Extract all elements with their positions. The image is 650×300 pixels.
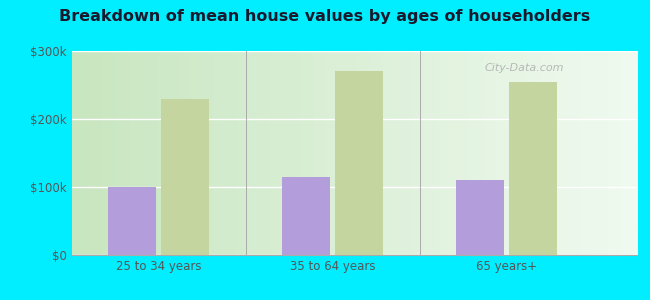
Bar xyxy=(282,177,330,255)
Bar xyxy=(335,71,383,255)
Bar xyxy=(456,180,504,255)
Bar xyxy=(509,82,557,255)
Text: City-Data.com: City-Data.com xyxy=(484,63,564,73)
Text: Breakdown of mean house values by ages of householders: Breakdown of mean house values by ages o… xyxy=(59,9,591,24)
Bar xyxy=(108,187,156,255)
Bar xyxy=(161,99,209,255)
